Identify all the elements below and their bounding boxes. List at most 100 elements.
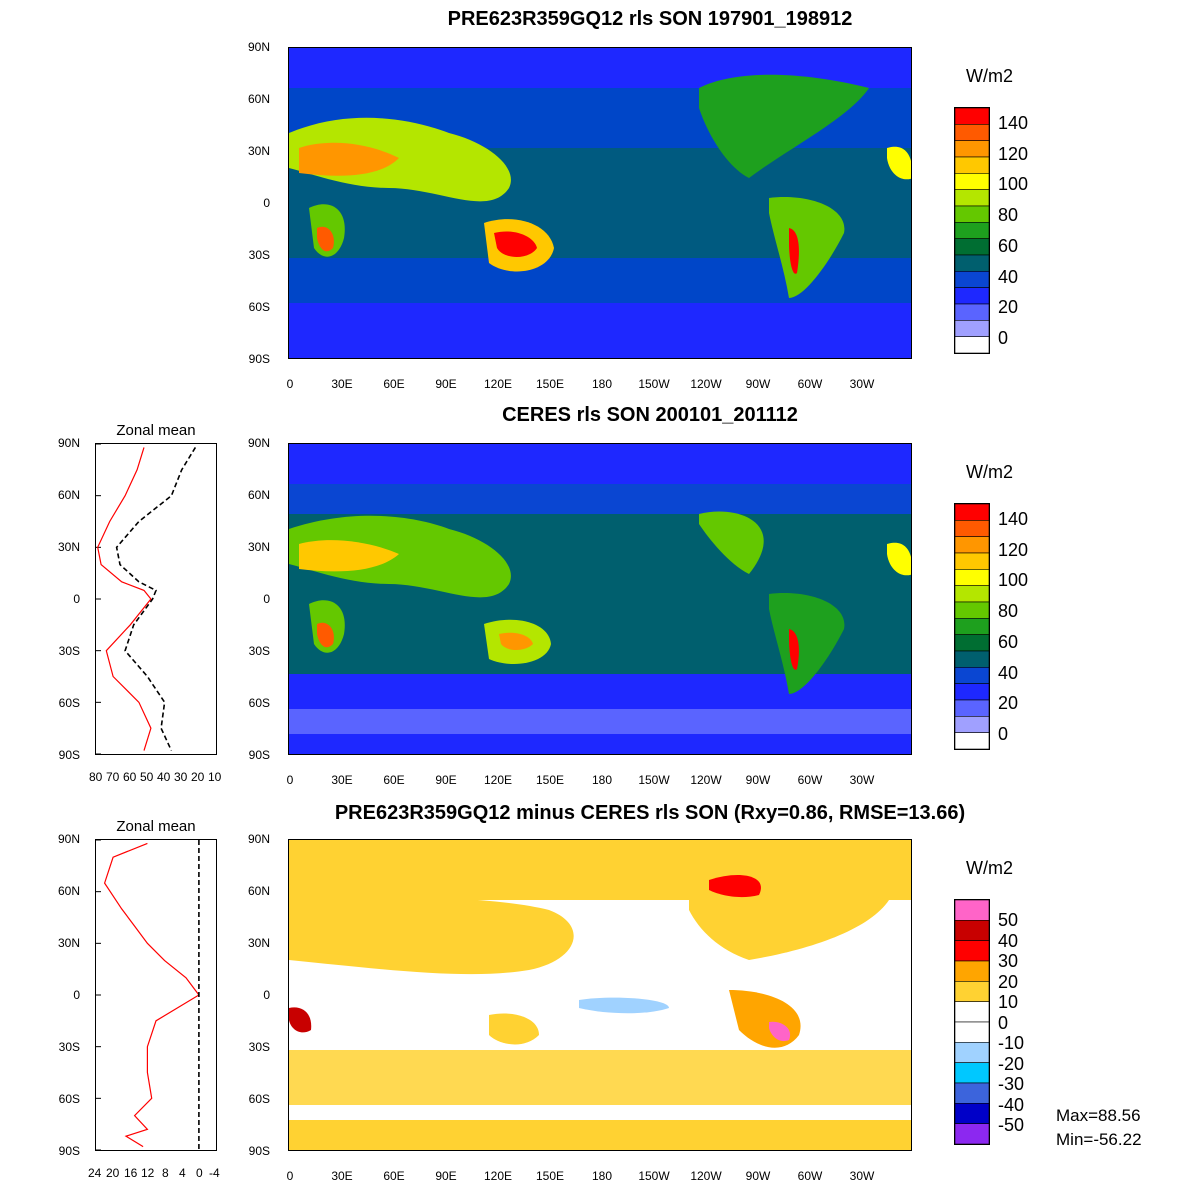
panel-3-title: PRE623R359GQ12 minus CERES rls SON (Rxy=… <box>334 802 966 824</box>
lat-tick: 60S <box>248 300 270 314</box>
panel-3-map <box>288 839 912 1151</box>
lon-tick: 90W <box>745 773 771 787</box>
colorbar-swatch <box>954 699 990 717</box>
lat-tick: 30N <box>247 936 270 950</box>
lon-tick: 120W <box>690 377 722 391</box>
colorbar-swatch <box>954 1001 990 1023</box>
panel-2-map <box>288 443 912 755</box>
australia-positive <box>489 1013 539 1045</box>
colorbar-swatch <box>954 336 990 354</box>
colorbar-swatch <box>954 536 990 554</box>
sahara-hotspot <box>299 540 399 572</box>
colorbar-swatch <box>954 140 990 158</box>
colorbar-swatch <box>954 1042 990 1063</box>
colorbar-swatch <box>954 1103 990 1124</box>
central-pacific-negative <box>579 997 669 1014</box>
colorbar-swatch <box>954 156 990 174</box>
colorbar-label: 0 <box>998 328 1009 348</box>
panel-3-legend-unit: W/m2 <box>966 858 1013 878</box>
colorbar-swatch <box>954 1082 990 1104</box>
zonal-mean-1-title: Zonal mean <box>116 422 196 439</box>
australia-hotspot <box>499 632 533 650</box>
panel-1-map <box>288 47 912 359</box>
north-america-positive <box>689 886 889 960</box>
panel-2-legend-unit: W/m2 <box>966 462 1013 482</box>
lon-tick: 30W <box>849 773 875 787</box>
lat-tick: 90S <box>58 748 80 762</box>
lat-tick: 60N <box>247 884 270 898</box>
antarctic-positive-band <box>289 1120 911 1150</box>
colorbar-swatch <box>954 618 990 635</box>
lat-tick: 60N <box>247 92 270 106</box>
panel-2-map-plot <box>289 444 911 754</box>
zonal-x-tick: 30 <box>174 770 188 784</box>
lat-tick: 30S <box>248 248 270 262</box>
lat-tick: 0 <box>73 592 80 606</box>
zonal-x-tick: 12 <box>141 1166 155 1180</box>
colorbar-swatch <box>954 650 990 668</box>
colorbar-label: -20 <box>998 1054 1025 1074</box>
lat-tick: 60S <box>58 696 80 710</box>
colorbar-label: -10 <box>998 1033 1025 1053</box>
colorbar-swatch <box>954 173 990 190</box>
panel-3-colorbar-swatches <box>954 899 990 1145</box>
colorbar-swatch <box>954 124 990 141</box>
zonal-x-tick: 40 <box>157 770 171 784</box>
lon-tick: 0 <box>286 773 294 787</box>
colorbar-label: 120 <box>998 540 1029 560</box>
colorbar-label: 20 <box>998 693 1019 713</box>
lat-tick: 60N <box>57 488 80 502</box>
panel-1-colorbar-swatches <box>954 107 990 354</box>
lon-tick: 150W <box>638 773 670 787</box>
lon-tick: 30E <box>331 1169 353 1183</box>
lat-tick: 0 <box>263 988 270 1002</box>
west-sahara-edge <box>887 542 911 576</box>
lat-tick: 90N <box>247 40 270 54</box>
zonal-x-tick: 0 <box>196 1166 203 1180</box>
lon-tick: 30E <box>331 773 353 787</box>
lat-tick: 30N <box>57 540 80 554</box>
lat-tick: 60S <box>248 1092 270 1106</box>
colorbar-swatch <box>954 981 990 1002</box>
colorbar-swatch <box>954 1062 990 1084</box>
lat-tick: 30N <box>57 936 80 950</box>
zonal-x-tick: 24 <box>88 1166 102 1180</box>
north-midlat-band <box>289 484 911 514</box>
lon-tick: 150W <box>638 377 670 391</box>
lon-tick: 120W <box>690 1169 722 1183</box>
zonal-mean-1-plot <box>95 443 217 755</box>
lon-tick: 90E <box>435 773 457 787</box>
colorbar-label: -40 <box>998 1095 1025 1115</box>
colorbar-label: 20 <box>998 972 1019 992</box>
sahara-hotspot <box>299 142 399 176</box>
north-america <box>699 511 764 574</box>
panel-2-colorbar-swatches <box>954 503 990 750</box>
colorbar-label: 0 <box>998 1013 1009 1033</box>
colorbar-label: 50 <box>998 910 1019 930</box>
lon-tick: 0 <box>286 377 294 391</box>
lat-tick: 90S <box>58 1144 80 1158</box>
antarctic-band <box>289 709 911 734</box>
colorbar-label: 60 <box>998 236 1019 256</box>
zonal-mean-2-lines <box>96 839 200 1151</box>
zonal-x-tick: 50 <box>140 770 154 784</box>
colorbar-swatch <box>954 238 990 256</box>
colorbar-label: 80 <box>998 205 1019 225</box>
zonal-x-tick: 20 <box>191 770 205 784</box>
colorbar-swatch <box>954 303 990 321</box>
lon-tick: 60E <box>383 1169 405 1183</box>
colorbar-swatch <box>954 320 990 337</box>
colorbar-label: 0 <box>998 724 1009 744</box>
zonal-x-tick: 8 <box>162 1166 169 1180</box>
colorbar-swatch <box>954 683 990 701</box>
colorbar-swatch <box>954 503 990 521</box>
lon-tick: 150E <box>535 773 565 787</box>
lat-tick: 90N <box>247 832 270 846</box>
antarctic-band <box>289 303 911 358</box>
colorbar-swatch <box>954 960 990 982</box>
lat-tick: 0 <box>263 196 270 210</box>
zonal-x-tick: 80 <box>89 770 103 784</box>
panel-2-colorbar <box>954 503 990 750</box>
zonal-x-tick: -4 <box>209 1166 220 1180</box>
zonal-x-tick: 10 <box>208 770 222 784</box>
